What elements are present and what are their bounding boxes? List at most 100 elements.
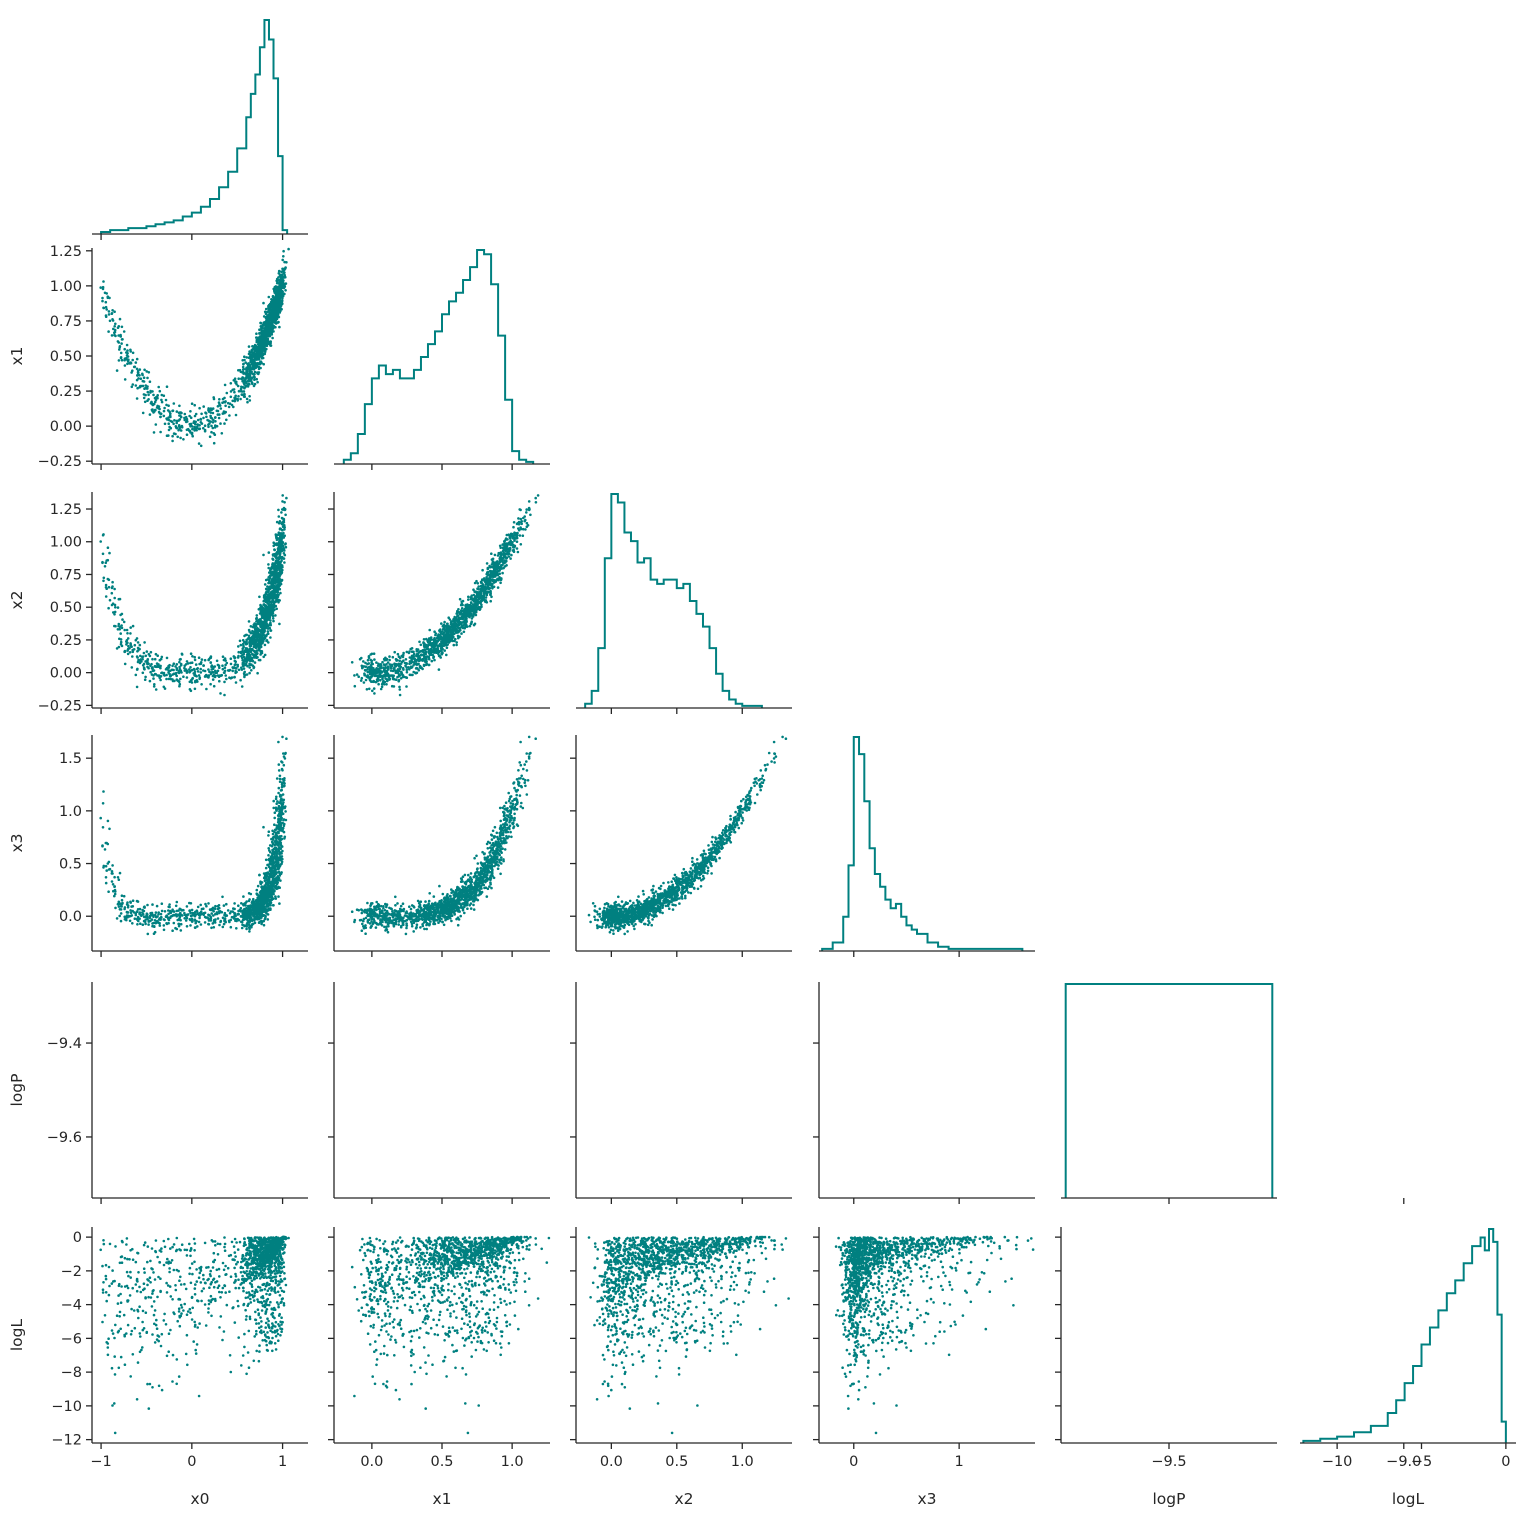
- scatter-point: [185, 916, 189, 920]
- scatter-point: [177, 419, 180, 422]
- scatter-point: [257, 646, 260, 650]
- scatter-point: [208, 435, 212, 439]
- scatter-point: [267, 306, 270, 310]
- scatter-point: [193, 658, 197, 662]
- scatter-point: [136, 656, 139, 659]
- scatter-point: [261, 628, 265, 631]
- scatter-point: [178, 660, 181, 664]
- scatter-point: [241, 359, 244, 362]
- scatter-point: [259, 645, 263, 649]
- scatter-point: [241, 376, 244, 379]
- scatter-point: [271, 597, 274, 601]
- scatter-point: [363, 673, 367, 677]
- scatter-point: [118, 345, 122, 348]
- scatter-point: [268, 588, 271, 591]
- scatter-point: [260, 342, 264, 345]
- scatter-point: [241, 365, 245, 369]
- scatter-point: [189, 689, 193, 693]
- scatter-point: [212, 397, 216, 401]
- scatter-point: [126, 632, 129, 635]
- scatter-point: [171, 409, 175, 413]
- scatter-point: [373, 658, 376, 661]
- scatter-point: [114, 624, 117, 628]
- scatter-point: [282, 254, 285, 258]
- scatter-point: [179, 662, 183, 666]
- scatter-point: [474, 590, 478, 593]
- scatter-point: [251, 625, 255, 629]
- scatter-point: [257, 608, 261, 611]
- scatter-point: [512, 521, 516, 524]
- scatter-point: [125, 628, 129, 632]
- scatter-point: [482, 586, 486, 589]
- scatter-point: [437, 668, 441, 671]
- scatter-point: [270, 606, 274, 609]
- scatter-point: [125, 343, 129, 347]
- scatter-point: [175, 426, 179, 430]
- scatter-point: [275, 533, 279, 537]
- scatter-point: [253, 378, 256, 382]
- y-tick-label: 0.75: [50, 567, 82, 583]
- scatter-point: [155, 662, 159, 665]
- scatter-point: [247, 352, 251, 356]
- scatter-point: [183, 669, 187, 672]
- scatter-point: [264, 611, 267, 614]
- scatter-point: [175, 410, 179, 413]
- scatter-point: [278, 325, 281, 329]
- scatter-point: [509, 536, 512, 540]
- scatter-point: [131, 648, 134, 652]
- scatter-point: [271, 336, 274, 340]
- scatter-point: [275, 286, 278, 289]
- scatter-point: [401, 674, 405, 677]
- scatter-point: [279, 279, 283, 283]
- scatter-point: [175, 667, 179, 670]
- scatter-point: [269, 332, 272, 335]
- scatter-point: [474, 602, 477, 605]
- scatter-point: [153, 657, 157, 661]
- scatter-point: [141, 657, 144, 661]
- scatter-point: [269, 585, 272, 589]
- scatter-point: [274, 614, 277, 617]
- scatter-point: [430, 659, 434, 663]
- scatter-point: [141, 411, 145, 415]
- scatter-point: [107, 313, 111, 316]
- scatter-point: [274, 559, 278, 563]
- scatter-point: [445, 646, 449, 650]
- scatter-point: [390, 684, 394, 688]
- scatter-point: [370, 652, 374, 656]
- scatter-point: [160, 400, 164, 404]
- scatter-point: [258, 658, 262, 662]
- scatter-point: [278, 289, 281, 293]
- scatter-point: [366, 668, 369, 671]
- scatter-point: [256, 361, 260, 365]
- scatter-point: [232, 666, 235, 670]
- scatter-point: [153, 672, 157, 676]
- scatter-point: [145, 650, 149, 653]
- scatter-point: [143, 368, 146, 372]
- scatter-point: [277, 515, 281, 518]
- scatter-point: [394, 671, 398, 674]
- scatter-point: [388, 677, 392, 681]
- scatter-point: [216, 413, 220, 416]
- scatter-point: [263, 310, 267, 314]
- scatter-point: [123, 662, 127, 666]
- scatter-point: [377, 682, 380, 686]
- scatter-point: [492, 567, 496, 570]
- scatter-point: [284, 545, 288, 549]
- scatter-point: [404, 676, 408, 679]
- scatter-point: [264, 315, 268, 319]
- scatter-point: [129, 350, 132, 353]
- scatter-point: [271, 295, 275, 299]
- scatter-point: [525, 511, 528, 514]
- scatter-point: [101, 533, 105, 537]
- scatter-point: [163, 674, 166, 677]
- scatter-point: [485, 562, 489, 565]
- scatter-point: [105, 587, 108, 590]
- scatter-point: [233, 659, 237, 663]
- scatter-point: [277, 309, 280, 313]
- scatter-point: [271, 572, 274, 576]
- scatter-point: [131, 351, 135, 355]
- scatter-point: [209, 414, 212, 418]
- scatter-point: [496, 573, 500, 577]
- scatter-point: [110, 591, 114, 595]
- scatter-point: [282, 535, 285, 538]
